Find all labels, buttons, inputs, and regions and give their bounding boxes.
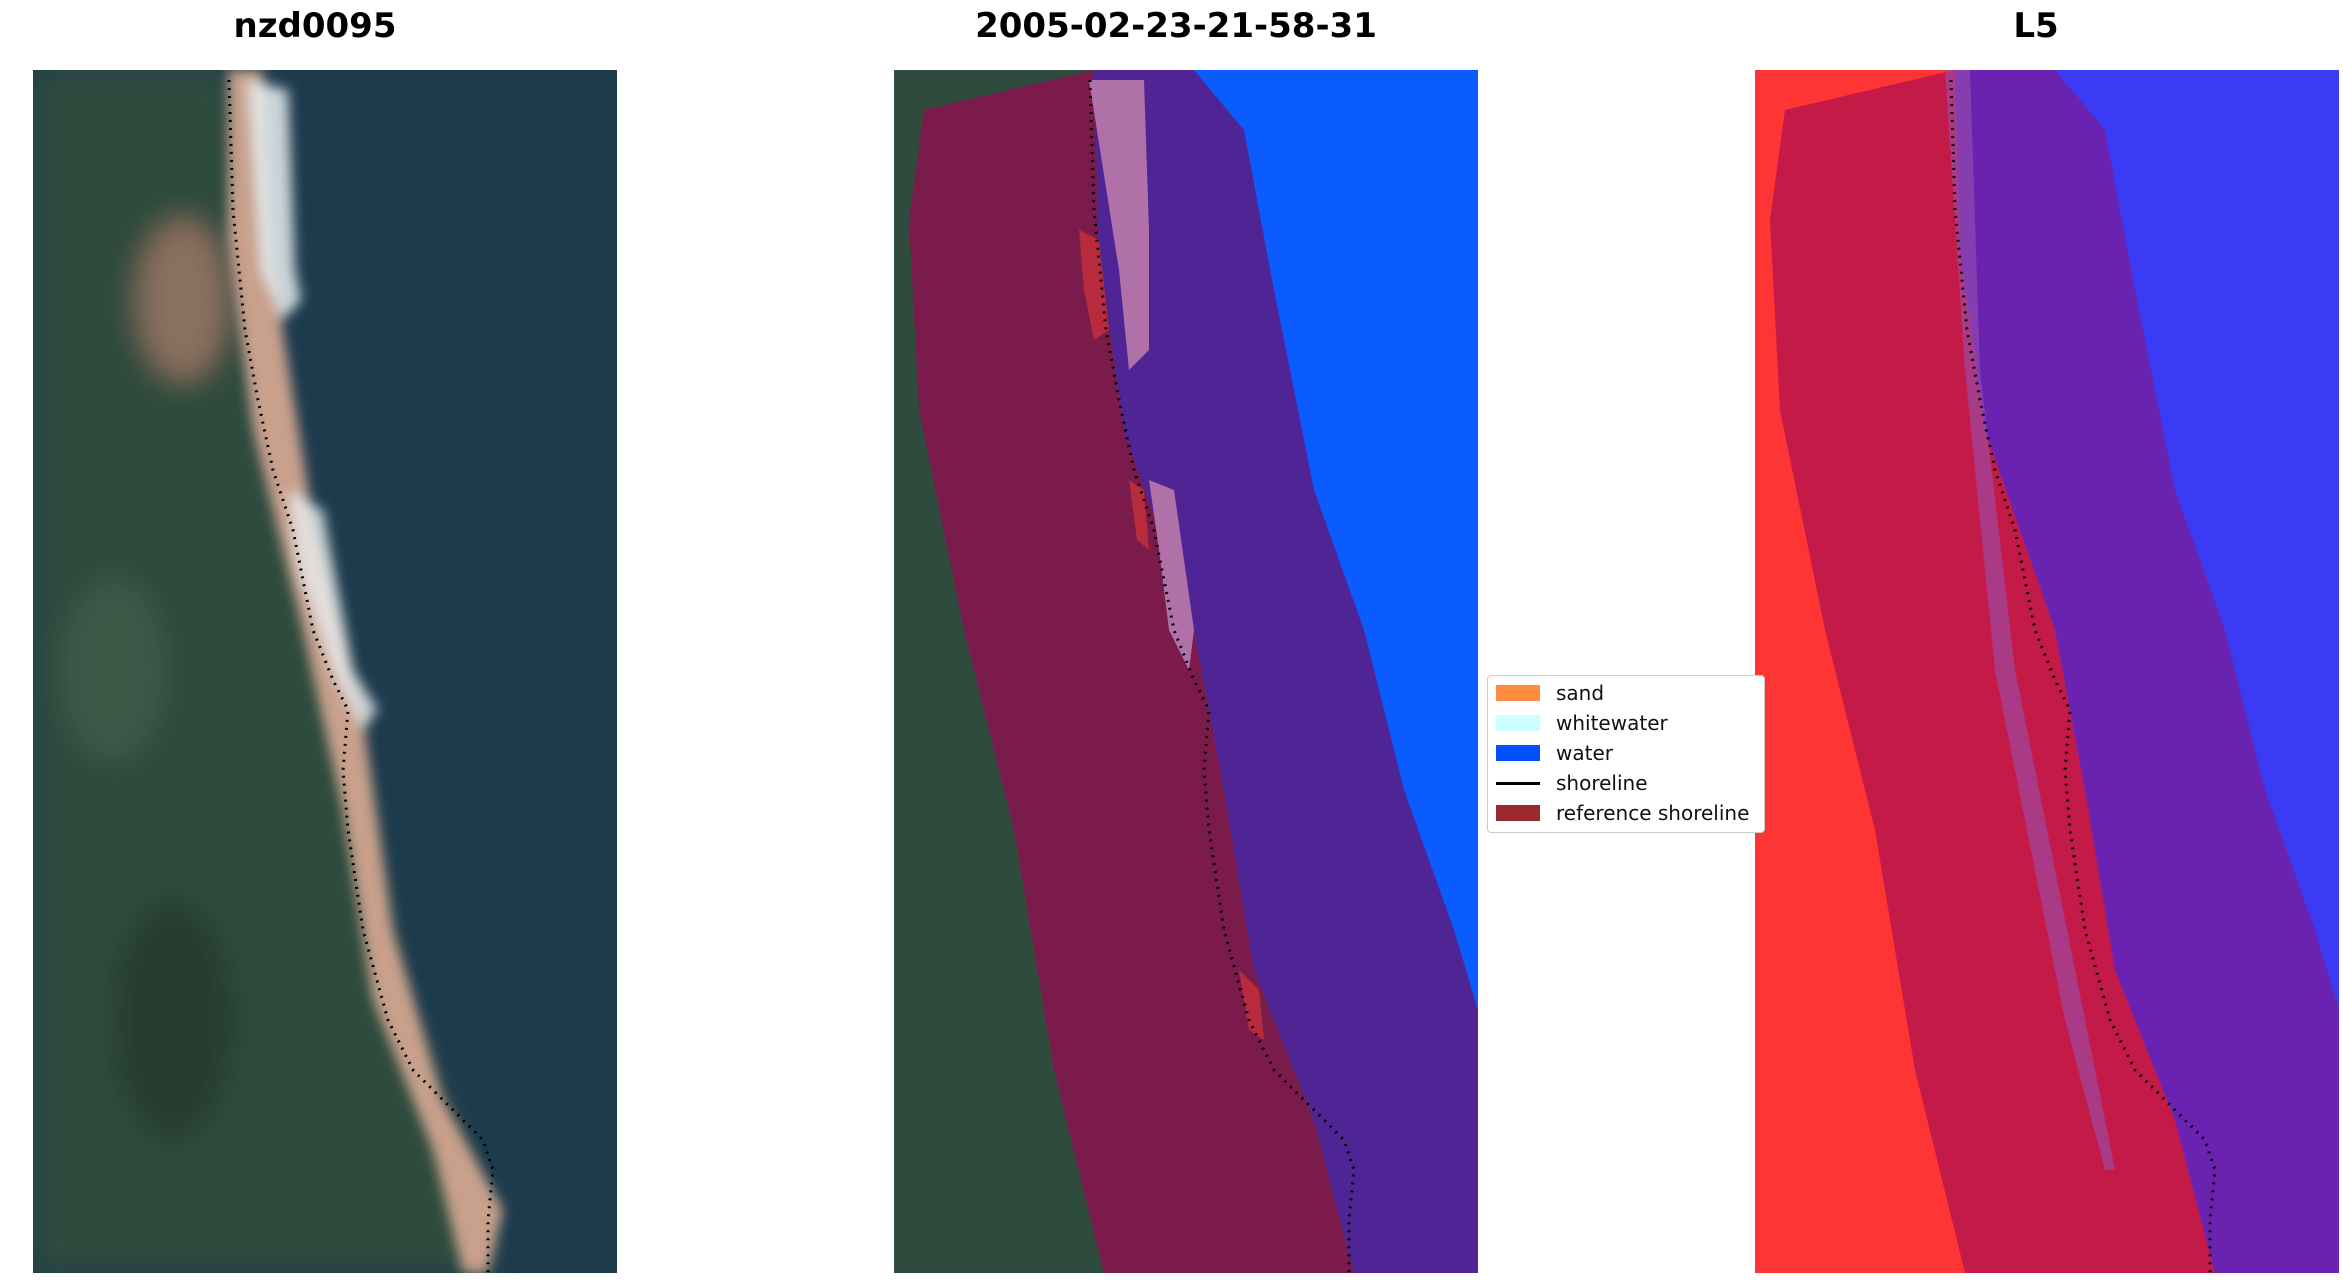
rgb-image bbox=[33, 70, 617, 1273]
legend-item-reference-shoreline: reference shoreline bbox=[1496, 799, 1749, 827]
legend-item-shoreline: shoreline bbox=[1496, 769, 1648, 797]
right-panel-title: L5 bbox=[2013, 6, 2059, 46]
rgb-image-panel bbox=[33, 70, 617, 1273]
left-panel-title: nzd0095 bbox=[233, 6, 397, 46]
detected-shoreline bbox=[1949, 79, 2217, 1273]
detected-shoreline bbox=[1088, 79, 1356, 1273]
reference-shoreline-swatch bbox=[1496, 805, 1540, 821]
shoreline-line-swatch bbox=[1496, 781, 1540, 785]
beach-strip bbox=[228, 70, 503, 1273]
legend-label: reference shoreline bbox=[1556, 801, 1750, 825]
index-image bbox=[1755, 70, 2339, 1273]
reference-buffer-sea bbox=[1955, 70, 2339, 1273]
surf-foam bbox=[248, 80, 301, 320]
classification-image bbox=[894, 70, 1478, 1273]
legend-item-whitewater: whitewater bbox=[1496, 709, 1668, 737]
legend-item-water: water bbox=[1496, 739, 1613, 767]
reference-buffer-sea bbox=[1094, 70, 1478, 1273]
legend-label: whitewater bbox=[1556, 711, 1668, 735]
water-swatch bbox=[1496, 745, 1540, 761]
sand-patch bbox=[1079, 230, 1109, 340]
whitewater-swatch bbox=[1496, 715, 1540, 731]
legend-label: water bbox=[1556, 741, 1613, 765]
sand-swatch bbox=[1496, 685, 1540, 701]
legend: sand whitewater water shoreline referenc… bbox=[1487, 675, 1765, 833]
whitewater-patch bbox=[1089, 80, 1149, 370]
middle-panel-title: 2005-02-23-21-58-31 bbox=[975, 6, 1377, 46]
index-panel bbox=[1755, 70, 2339, 1273]
reference-buffer-land bbox=[1770, 70, 2215, 1273]
legend-item-sand: sand bbox=[1496, 679, 1604, 707]
legend-label: shoreline bbox=[1556, 771, 1648, 795]
detected-shoreline bbox=[227, 79, 495, 1273]
legend-label: sand bbox=[1556, 681, 1605, 705]
classification-panel bbox=[894, 70, 1478, 1273]
reference-buffer-land bbox=[909, 70, 1354, 1273]
